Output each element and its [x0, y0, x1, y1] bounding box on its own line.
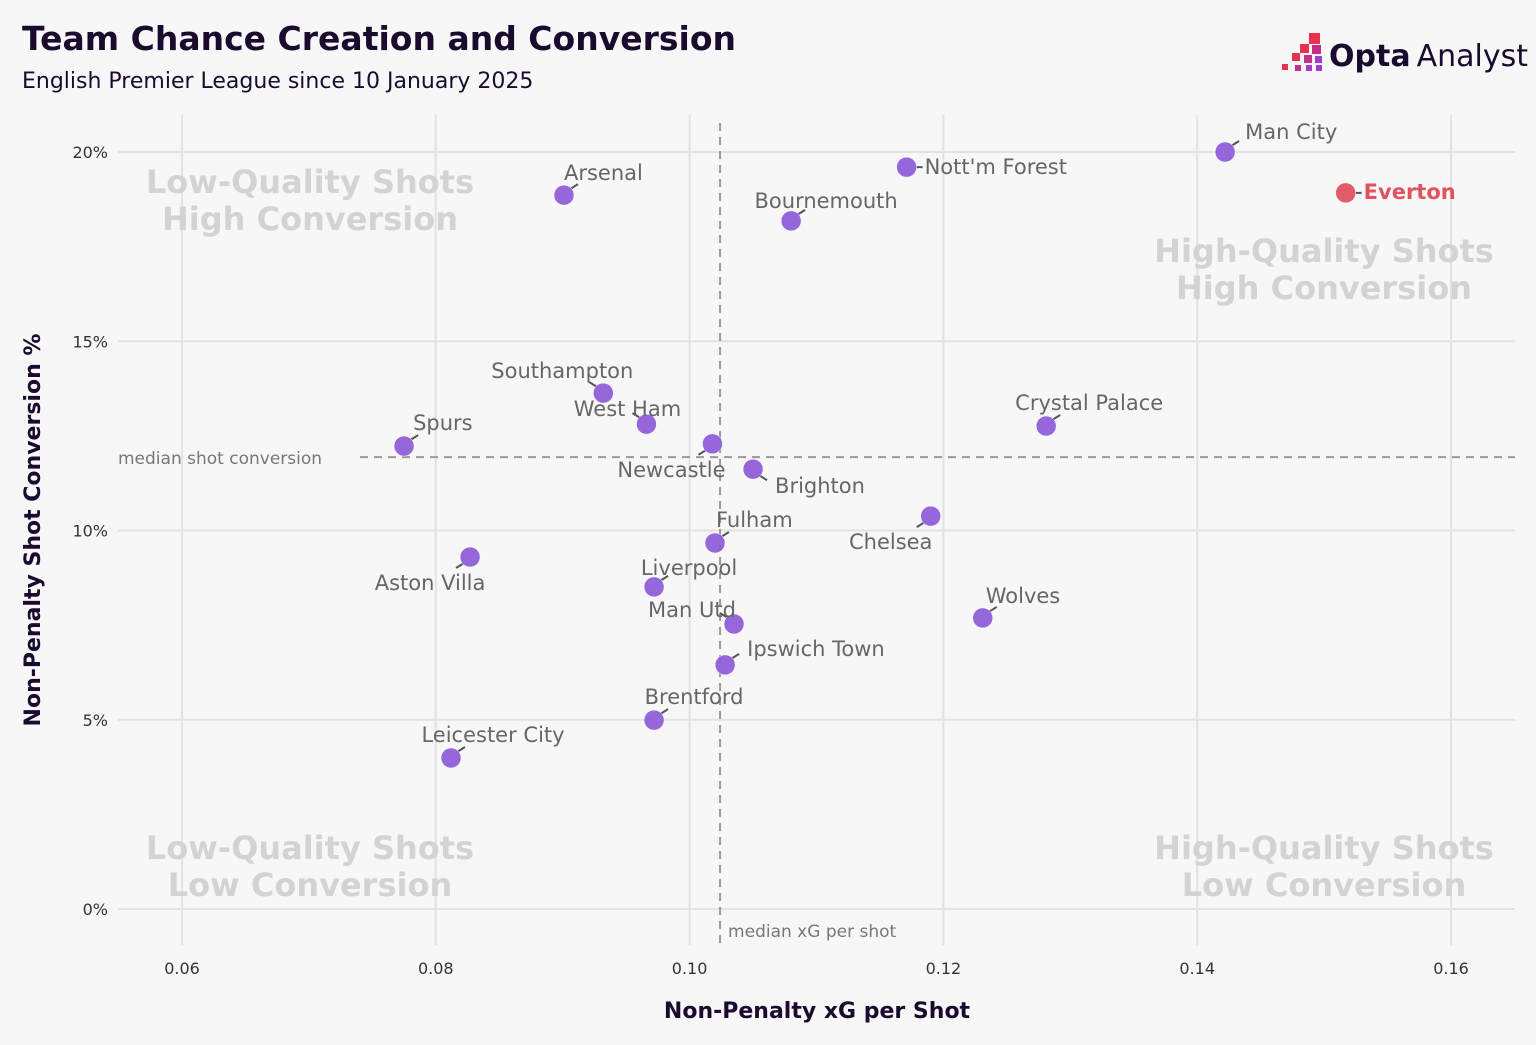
logo-text-light: Analyst [1417, 39, 1529, 74]
data-point-group: Brentford [643, 685, 744, 731]
data-point [972, 607, 993, 629]
data-point-group: Ipswich Town [714, 637, 885, 676]
data-point [1335, 182, 1356, 204]
y-tick-label: 10% [72, 522, 108, 541]
data-point-label: Ipswich Town [747, 637, 885, 661]
data-point-group: West Ham [574, 397, 681, 435]
quadrant-label-bottom-left: Low Conversion [168, 866, 452, 904]
data-point-group: Nott'm Forest [896, 155, 1067, 179]
data-point-group: Arsenal [553, 161, 643, 206]
data-point [393, 435, 415, 457]
data-point-label: Man City [1245, 120, 1337, 144]
data-point-label: Fulham [716, 508, 793, 532]
x-tick-label: 0.10 [672, 959, 708, 978]
data-point-label: Southampton [491, 359, 633, 383]
data-point-label: Man Utd [648, 598, 736, 622]
data-point-group: Everton [1335, 180, 1456, 204]
data-point-label: Bournemouth [755, 189, 898, 213]
data-point-group: Leicester City [421, 723, 565, 769]
median-lines: median xG per shot median shot conversion [118, 123, 1515, 945]
y-axis-title: Non-Penalty Shot Conversion % [21, 334, 46, 727]
data-point-group: Man City [1214, 120, 1337, 163]
data-point [704, 532, 726, 554]
quadrant-label-top-left: High Conversion [162, 200, 458, 238]
data-point-group: Crystal Palace [1015, 391, 1163, 437]
data-point [920, 505, 941, 527]
data-point-label: Everton [1364, 180, 1456, 204]
data-point-group: Wolves [972, 584, 1061, 629]
data-point-group: Man Utd [648, 598, 745, 635]
data-point-label: Spurs [413, 411, 473, 435]
data-point-label: Crystal Palace [1015, 391, 1163, 415]
data-point-group: Fulham [704, 508, 793, 554]
data-point [643, 709, 665, 731]
quadrant-label-top-left: Low-Quality Shots [146, 163, 474, 201]
data-point-label: West Ham [574, 397, 681, 421]
data-point [459, 546, 481, 568]
data-point-label: Liverpool [641, 556, 737, 580]
y-tick-label: 20% [72, 143, 108, 162]
x-tick-label: 0.06 [164, 959, 200, 978]
median-y-label: median shot conversion [118, 449, 322, 469]
quadrant-label-top-right: High Conversion [1176, 269, 1472, 307]
data-point [553, 184, 575, 206]
data-point [723, 613, 745, 635]
data-point-group: Bournemouth [755, 189, 898, 232]
x-tick-label: 0.12 [926, 959, 962, 978]
quadrant-label-bottom-left: Low-Quality Shots [146, 829, 474, 867]
quadrant-label-top-right: High-Quality Shots [1154, 232, 1494, 270]
y-tick-label: 0% [83, 900, 108, 919]
logo-text-bold: Opta [1329, 39, 1411, 74]
axes: 0.06 0.08 0.10 0.12 0.14 0.16 0% 5% 10% 15% 20% [72, 143, 1468, 978]
data-point [714, 654, 736, 676]
logo-mark-icon [1282, 33, 1322, 71]
data-point-group: Southampton [491, 359, 633, 404]
data-point [896, 156, 917, 178]
y-tick-label: 5% [83, 711, 108, 730]
data-point [636, 413, 657, 435]
data-point-label: Wolves [986, 584, 1061, 608]
data-point-label: Brighton [775, 474, 865, 498]
x-tick-label: 0.08 [418, 959, 454, 978]
data-point-label: Chelsea [849, 530, 932, 554]
data-point [780, 210, 802, 232]
data-point-group: Brighton [742, 458, 865, 498]
data-point [440, 747, 462, 769]
data-point-group: Spurs [393, 411, 473, 457]
data-point-group: Newcastle [617, 433, 726, 482]
x-tick-label: 0.14 [1179, 959, 1215, 978]
data-point-label: Newcastle [617, 458, 725, 482]
median-x-label: median xG per shot [728, 922, 896, 942]
data-point [593, 382, 614, 404]
data-point-label: Brentford [645, 685, 744, 709]
data-point-label: Arsenal [564, 161, 643, 185]
quadrant-label-bottom-right: High-Quality Shots [1154, 829, 1494, 867]
data-point-label: Aston Villa [375, 571, 486, 595]
quadrant-label-bottom-right: Low Conversion [1182, 866, 1466, 904]
y-tick-label: 15% [72, 332, 108, 351]
data-point [702, 433, 723, 455]
data-points: Man City Everton Nott'm Forest Arsenal Bourn… [375, 120, 1456, 769]
data-point [1035, 415, 1057, 437]
grid [118, 115, 1515, 945]
data-point [643, 576, 665, 598]
chart-title: Team Chance Creation and Conversion [22, 19, 736, 58]
data-point-group: Chelsea [849, 505, 941, 554]
data-point-label: Nott'm Forest [925, 155, 1067, 179]
chart-subtitle: English Premier League since 10 January … [22, 69, 533, 94]
x-tick-label: 0.16 [1433, 959, 1469, 978]
data-point-label: Leicester City [421, 723, 564, 747]
x-axis-title: Non-Penalty xG per Shot [664, 999, 971, 1024]
opta-analyst-logo: Opta Analyst [1282, 33, 1528, 74]
data-point-group: Liverpool [641, 556, 737, 598]
data-point [1214, 141, 1236, 163]
data-point [742, 458, 764, 480]
data-point-group: Aston Villa [375, 546, 486, 595]
